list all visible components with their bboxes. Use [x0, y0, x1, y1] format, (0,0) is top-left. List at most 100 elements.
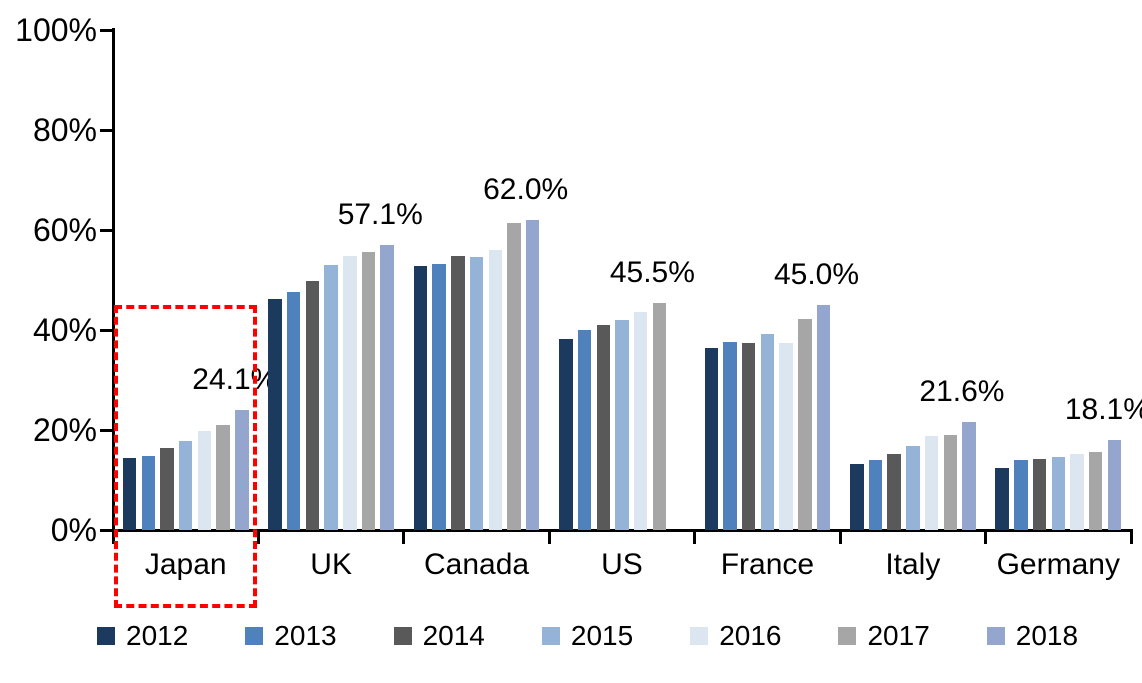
bar-germany-2018 — [1107, 439, 1122, 530]
y-axis-tick-label: 20% — [32, 412, 97, 448]
legend-item-2016: 2016 — [690, 621, 781, 651]
data-label-us: 45.5% — [609, 255, 695, 289]
bar-japan-2017 — [216, 424, 230, 530]
legend-label-2014: 2014 — [422, 620, 485, 651]
y-axis-tick — [100, 328, 113, 332]
category-label-italy: Italy — [885, 548, 941, 581]
bar-italy-2015 — [906, 446, 920, 530]
y-axis-tick-label: 60% — [32, 212, 97, 248]
legend: 2012 2013 2014 2015 2016 2017 2018 — [97, 621, 1078, 651]
bar-canada-2015 — [469, 257, 484, 530]
x-axis-tick — [256, 530, 260, 544]
y-axis-tick — [100, 428, 113, 432]
bar-us-2017 — [652, 302, 667, 530]
bar-uk-2017 — [361, 252, 376, 530]
bar-us-2012 — [559, 339, 573, 530]
data-label-uk: 57.1% — [337, 197, 423, 231]
bar-us-2016 — [633, 312, 648, 530]
bar-us-2013 — [577, 329, 592, 530]
bar-germany-2015 — [1051, 457, 1066, 530]
x-axis-tick — [1129, 530, 1133, 544]
bar-france-2014 — [741, 342, 756, 530]
legend-item-2017: 2017 — [838, 620, 930, 651]
category-label-germany: Germany — [996, 548, 1120, 581]
legend-label-2013: 2013 — [274, 620, 337, 651]
bar-uk-2015 — [324, 265, 338, 530]
data-label-germany: 18.1% — [1064, 392, 1142, 426]
x-axis-tick — [111, 530, 115, 544]
y-axis-tick-label: 100% — [15, 12, 97, 48]
data-label-italy: 21.6% — [919, 375, 1005, 408]
legend-swatch-2013 — [245, 627, 264, 645]
category-label-us: US — [601, 548, 643, 581]
bar-uk-2016 — [343, 256, 357, 530]
bar-canada-2013 — [432, 263, 446, 530]
y-axis-tick — [100, 528, 113, 532]
bar-us-2015 — [615, 319, 629, 530]
legend-swatch-2016 — [690, 627, 709, 645]
legend-label-2017: 2017 — [867, 620, 930, 651]
bar-france-2012 — [704, 348, 719, 530]
legend-item-2013: 2013 — [245, 620, 337, 651]
x-axis-tick — [547, 530, 551, 544]
bar-uk-2013 — [286, 292, 301, 530]
bar-italy-2017 — [943, 435, 957, 530]
y-axis-tick-label: 40% — [32, 312, 97, 348]
y-axis-tick-label: 80% — [32, 112, 97, 148]
category-label-japan: Japan — [144, 548, 227, 581]
bar-uk-2018 — [380, 244, 394, 530]
bar-uk-2012 — [268, 299, 282, 530]
y-axis-tick — [100, 228, 113, 232]
bar-canada-2016 — [488, 250, 503, 530]
highlight-box-japan — [114, 305, 258, 608]
legend-swatch-2017 — [838, 627, 857, 645]
data-label-france: 45.0% — [773, 258, 860, 291]
data-label-japan: 24.1% — [192, 362, 278, 396]
bar-italy-2012 — [850, 464, 864, 530]
bar-canada-2018 — [525, 220, 540, 530]
bar-germany-2013 — [1014, 460, 1028, 530]
bar-italy-2013 — [868, 459, 883, 530]
bar-canada-2017 — [507, 222, 521, 530]
x-axis-tick — [838, 530, 842, 544]
bar-japan-2018 — [235, 409, 249, 530]
legend-label-2012: 2012 — [126, 620, 189, 651]
legend-label-2018: 2018 — [1015, 620, 1079, 651]
legend-swatch-2015 — [541, 627, 560, 645]
data-label-canada: 62.0% — [483, 173, 569, 206]
bar-japan-2016 — [197, 431, 212, 530]
bar-japan-2013 — [141, 455, 156, 530]
x-axis-tick — [402, 530, 406, 544]
y-axis-line — [111, 28, 115, 532]
legend-label-2016: 2016 — [719, 620, 782, 651]
legend-label-2015: 2015 — [570, 620, 634, 651]
category-label-canada: Canada — [424, 548, 530, 581]
bar-japan-2014 — [160, 448, 174, 530]
category-label-france: France — [720, 548, 815, 581]
bar-germany-2012 — [995, 467, 1009, 530]
y-axis-tick-label: 0% — [50, 512, 97, 548]
y-axis-tick — [100, 28, 113, 32]
legend-swatch-2012 — [97, 627, 115, 645]
bar-italy-2016 — [924, 436, 939, 530]
bar-canada-2014 — [451, 256, 465, 530]
bar-france-2016 — [779, 343, 793, 530]
legend-item-2014: 2014 — [393, 620, 485, 651]
x-axis-line — [111, 528, 1133, 532]
bar-germany-2014 — [1032, 458, 1047, 530]
bar-japan-2012 — [122, 457, 137, 530]
legend-item-2012: 2012 — [97, 621, 188, 651]
x-axis-tick — [984, 530, 988, 544]
legend-item-2015: 2015 — [541, 620, 634, 651]
bar-france-2013 — [723, 342, 737, 530]
category-label-uk: UK — [310, 548, 352, 581]
bar-japan-2015 — [178, 440, 193, 530]
bar-uk-2014 — [305, 281, 320, 530]
bar-italy-2014 — [887, 454, 901, 530]
y-axis-tick — [100, 128, 113, 132]
bar-france-2015 — [760, 333, 775, 530]
bar-france-2018 — [816, 305, 831, 530]
x-axis-tick — [693, 530, 697, 544]
legend-swatch-2014 — [393, 627, 412, 645]
